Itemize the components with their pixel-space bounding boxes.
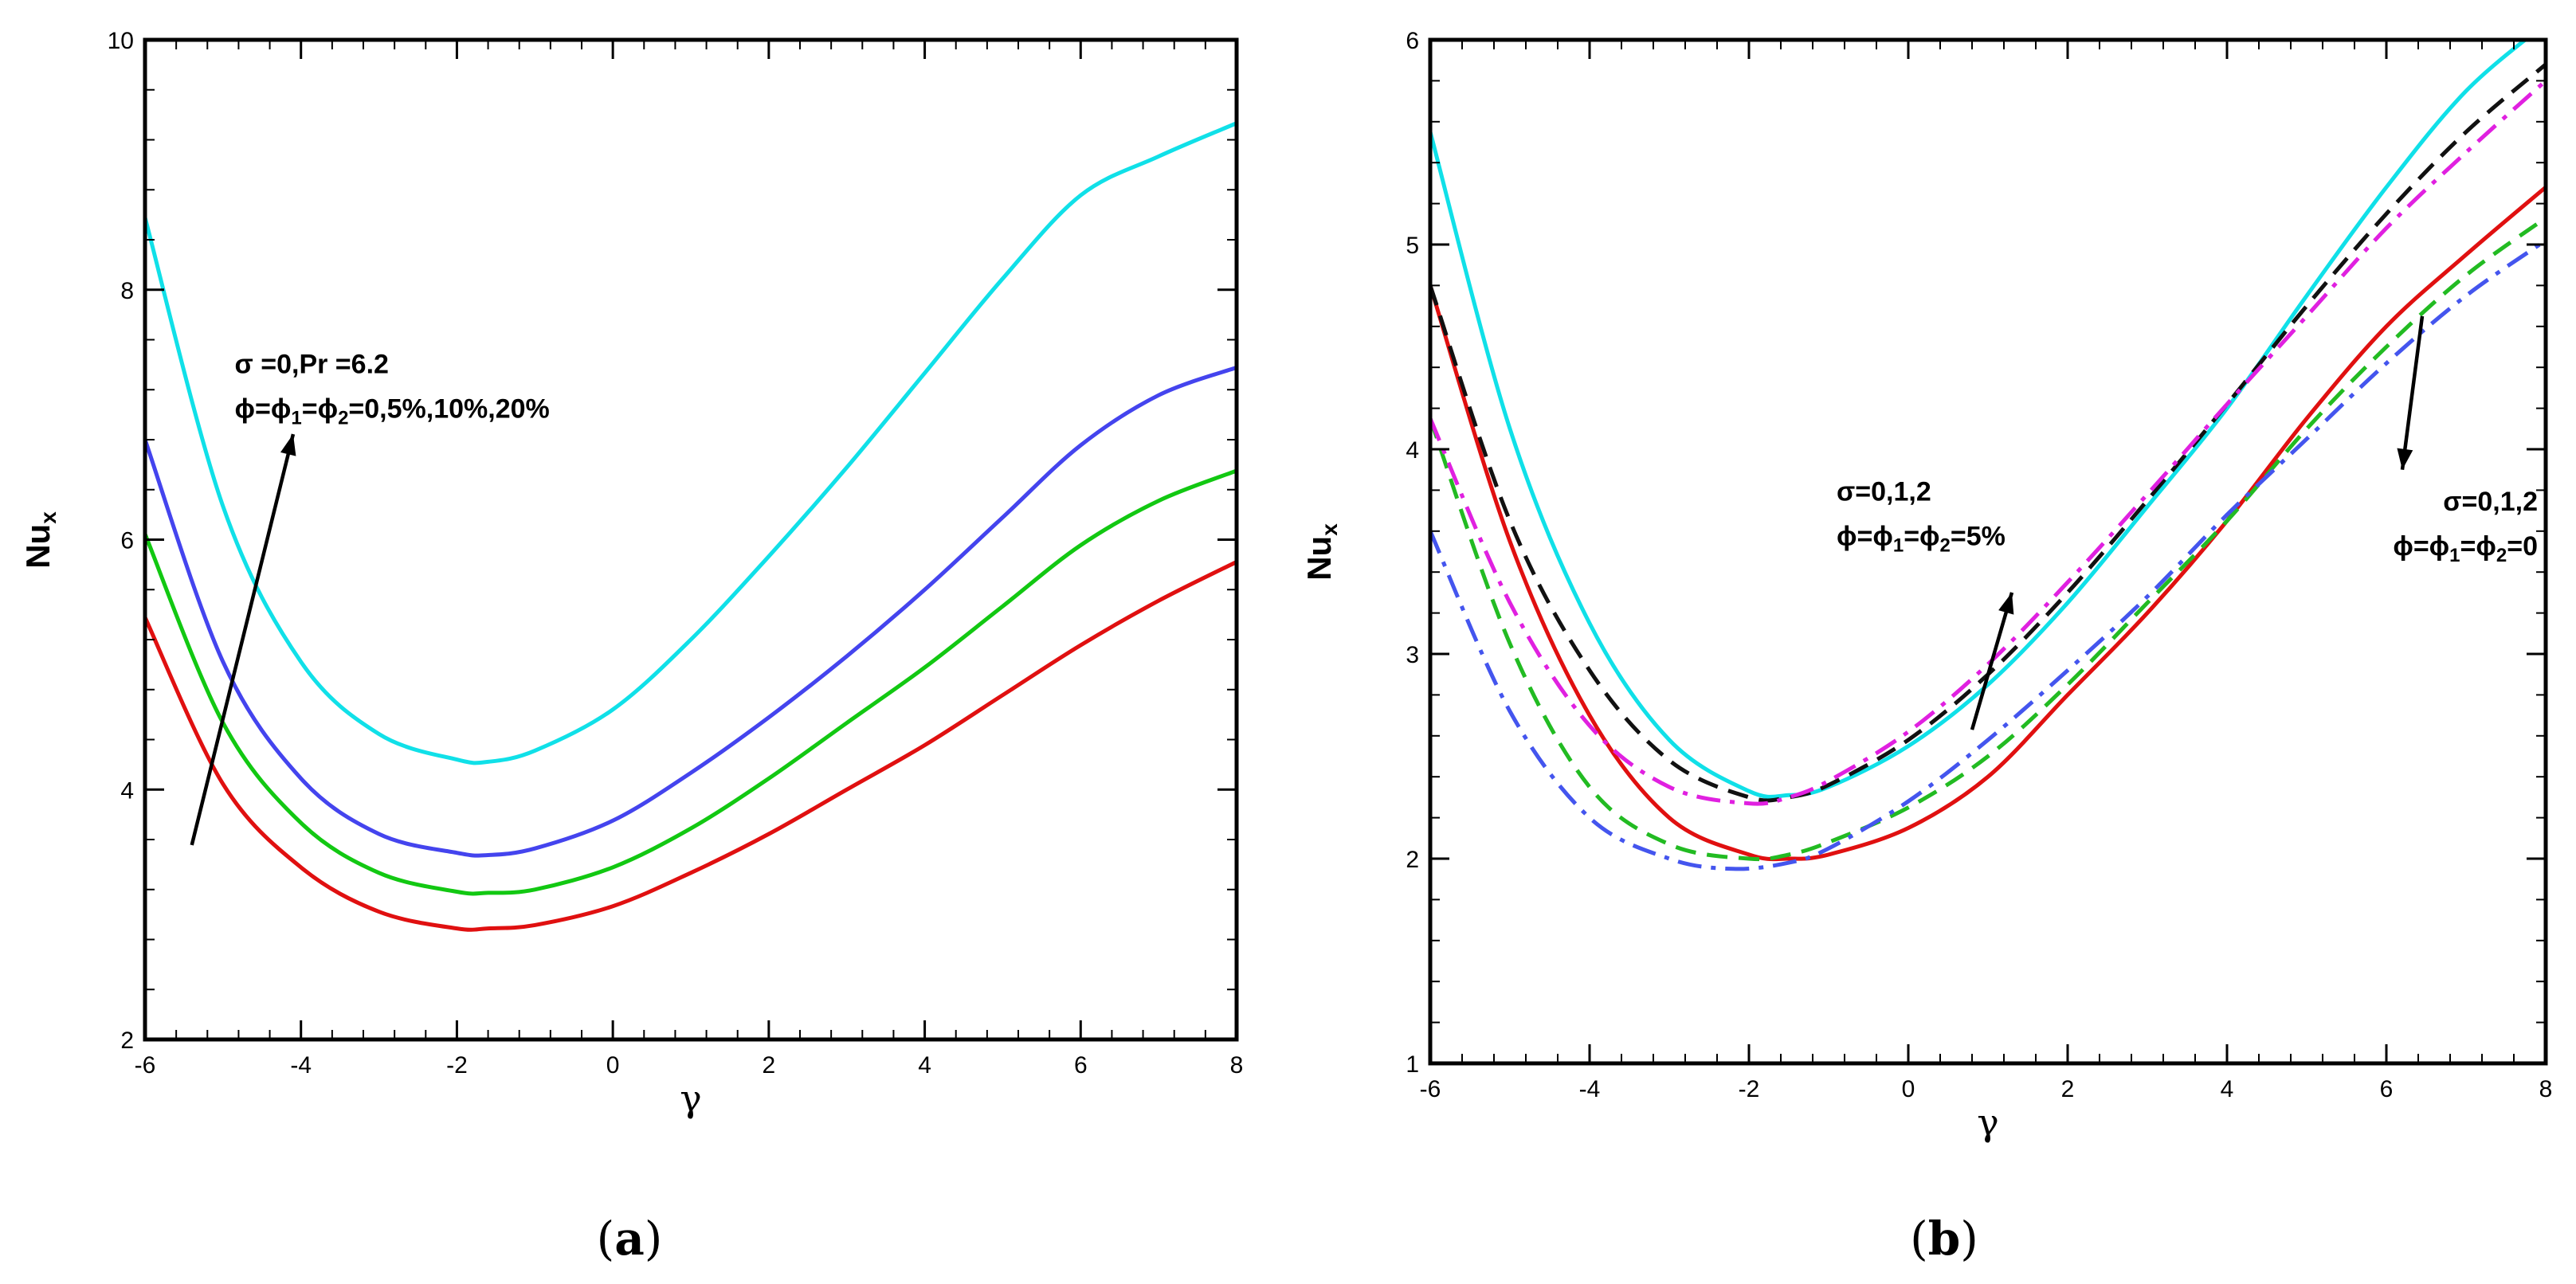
panel-b-y-axis-title-main: Nu (1300, 536, 1338, 581)
series-line-2 (145, 468, 1237, 896)
x-tick-label: -2 (1739, 1076, 1760, 1102)
annotation-text-part: 1 (291, 407, 301, 429)
series-line-1 (1430, 185, 2546, 862)
y-tick-label: 4 (120, 777, 134, 804)
x-tick-label: 2 (763, 1052, 776, 1078)
panel-a-annotation-line2: ϕ=ϕ1=ϕ2=0,5%,10%,20% (235, 393, 550, 429)
panel-b: σ=0,1,2 ϕ=ϕ1=ϕ2=5% σ=0,1,2 ϕ=ϕ1=ϕ2=0 -6-… (1300, 28, 2552, 1144)
panel-b-series (1430, 40, 2546, 871)
series-line-5 (1430, 62, 2546, 803)
annotation-text-part: =ϕ (1904, 521, 1939, 551)
annotation-text-part: ϕ=ϕ (235, 393, 292, 424)
caption-a-letter: a (614, 1212, 645, 1266)
panel-a-annotation-line1: σ =0,Pr =6.2 (235, 349, 389, 379)
panel-a: σ =0,Pr =6.2 ϕ=ϕ1=ϕ2=0,5%,10%,20% -6 -4 -2… (19, 28, 1243, 1120)
x-tick-label: 8 (1230, 1052, 1244, 1078)
panel-b-annotation-2-line1: σ=0,1,2 (2443, 487, 2538, 517)
panel-a-y-axis-title-sub: x (36, 511, 61, 524)
annotation-text-part: =0,5%,10%,20% (348, 393, 549, 424)
y-tick-label: 2 (120, 1028, 134, 1054)
panel-a-y-axis-title-main: Nu (19, 524, 57, 569)
panel-a-ticks: -6 -4 -2 0 2 4 6 8 2 4 6 8 10 (108, 28, 1244, 1078)
series-line-2 (1430, 216, 2546, 862)
annotation-text-part: 1 (2449, 545, 2460, 566)
panel-a-plot-frame (143, 37, 1239, 1042)
annotation-text-part: ϕ=ϕ (2393, 531, 2449, 562)
annotation-text-part: =5% (1951, 521, 2006, 551)
y-tick-label: 1 (1406, 1051, 1419, 1078)
panel-a-arrow-1-shaft (190, 433, 296, 846)
panel-b-y-axis-title-sub: x (1317, 523, 1342, 536)
series-line-1 (145, 559, 1237, 932)
y-tick-label: 5 (1406, 233, 1419, 259)
panel-b-annotation-2-line2: ϕ=ϕ1=ϕ2=0 (2393, 531, 2538, 566)
caption-b-open: ( (1910, 1212, 1928, 1266)
panel-a-x-axis-title: γ (680, 1077, 702, 1120)
panel-a-y-axis-title: Nux (19, 511, 61, 569)
panel-b-arrow-2-shaft (2400, 315, 2425, 470)
caption-a: (a) (597, 1212, 663, 1266)
caption-b-letter: b (1928, 1212, 1961, 1266)
panel-b-x-axis-title: γ (1977, 1101, 1999, 1144)
annotation-text-part: =ϕ (2460, 531, 2496, 562)
caption-b: (b) (1910, 1212, 1978, 1266)
panel-a-arrow-1-head (280, 434, 296, 456)
annotation-text-part: =ϕ (302, 393, 338, 424)
caption-a-close: ) (645, 1212, 663, 1266)
x-tick-label: -6 (135, 1052, 156, 1078)
annotation-text-part: 2 (1940, 534, 1951, 556)
series-line-3 (145, 365, 1237, 858)
y-tick-label: 3 (1406, 642, 1419, 668)
x-tick-label: 4 (2221, 1076, 2234, 1102)
panel-b-annotation-1-line1: σ=0,1,2 (1837, 476, 1931, 507)
panel-b-annotation-1-line2: ϕ=ϕ1=ϕ2=5% (1837, 521, 2006, 556)
x-tick-label: 2 (2061, 1076, 2075, 1102)
annotation-text-part: =0 (2507, 531, 2538, 562)
panel-b-arrow-1-shaft (1970, 592, 2014, 730)
panel-b-arrow-1-head (1998, 592, 2014, 615)
series-line-6 (1430, 79, 2546, 806)
panel-b-annotations: σ=0,1,2 ϕ=ϕ1=ϕ2=5% σ=0,1,2 ϕ=ϕ1=ϕ2=0 (1837, 315, 2538, 730)
annotation-text-part: 2 (2496, 545, 2507, 566)
annotation-text-part: 2 (338, 407, 348, 429)
y-tick-label: 10 (108, 28, 134, 54)
x-tick-label: 6 (1074, 1052, 1088, 1078)
x-tick-label: 6 (2380, 1076, 2394, 1102)
caption-b-close: ) (1960, 1212, 1978, 1266)
series-line-4 (1430, 40, 2529, 799)
x-tick-label: 8 (2539, 1076, 2553, 1102)
x-tick-label: -6 (1420, 1076, 1441, 1102)
x-tick-label: 4 (918, 1052, 931, 1078)
y-tick-label: 8 (120, 278, 134, 304)
x-tick-label: 0 (1902, 1076, 1915, 1102)
caption-a-open: ( (597, 1212, 615, 1266)
x-tick-label: -4 (1579, 1076, 1601, 1102)
x-tick-label: -2 (446, 1052, 468, 1078)
y-tick-label: 6 (120, 528, 134, 554)
y-tick-label: 4 (1406, 437, 1419, 464)
x-tick-label: -4 (290, 1052, 312, 1078)
x-tick-label: 0 (606, 1052, 620, 1078)
panel-b-y-axis-title: Nux (1300, 523, 1342, 581)
series-line-4 (145, 121, 1237, 765)
annotation-text-part: ϕ=ϕ (1837, 521, 1893, 551)
y-tick-label: 6 (1406, 28, 1419, 54)
panel-b-arrow-2-head (2397, 448, 2413, 470)
panel-b-plot-frame (1428, 37, 2548, 1066)
series-line-3 (1430, 238, 2546, 871)
y-tick-label: 2 (1406, 847, 1419, 873)
panel-b-ticks: -6 -4 -2 0 2 4 6 8 1 2 3 4 5 6 (1406, 28, 2552, 1102)
annotation-text-part: 1 (1893, 534, 1904, 556)
panel-a-annotation: σ =0,Pr =6.2 ϕ=ϕ1=ϕ2=0,5%,10%,20% (190, 349, 550, 846)
panel-a-series (145, 121, 1237, 932)
